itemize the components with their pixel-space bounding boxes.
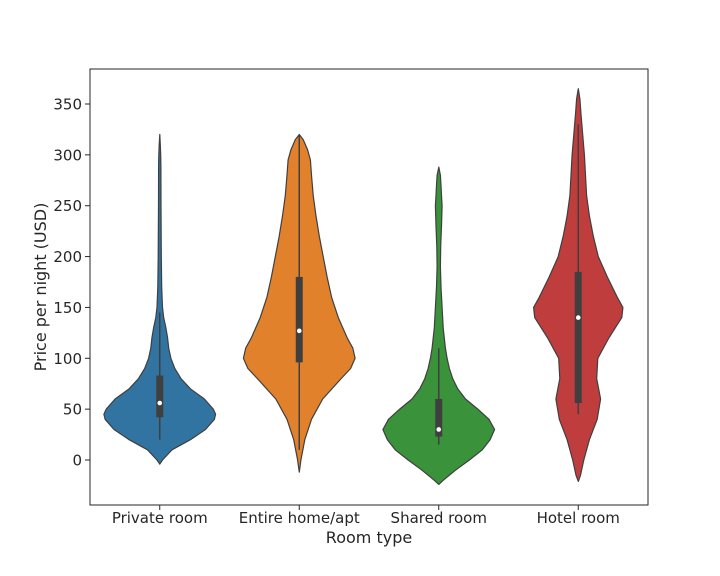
plot-frame <box>89 68 649 506</box>
violin-group <box>382 166 496 485</box>
violin-iqr-box <box>435 398 443 437</box>
x-axis-label: Room type <box>326 528 412 547</box>
y-tick-label: 150 <box>53 299 82 317</box>
violin-median-marker <box>436 427 442 432</box>
y-tick-label: 350 <box>53 96 82 114</box>
violin-group <box>103 133 217 465</box>
violin-iqr-box <box>574 271 582 404</box>
x-tick-label: Shared room <box>391 509 487 527</box>
violin-median-marker <box>157 400 163 406</box>
violin-iqr-box <box>156 375 164 418</box>
violin-body <box>103 133 217 465</box>
y-tick-label: 100 <box>53 350 82 368</box>
y-tick-label: 300 <box>53 146 82 164</box>
y-tick-label: 250 <box>53 197 82 215</box>
y-tick-label: 0 <box>72 452 82 470</box>
y-tick-label: 50 <box>63 401 82 419</box>
y-axis-label: Price per night (USD) <box>31 203 50 372</box>
x-tick-label: Private room <box>112 509 208 527</box>
violin-iqr-box <box>295 276 303 363</box>
y-axis-ticks: 0 50 100 150 200 250 300 350 <box>53 96 90 470</box>
x-tick-label: Entire home/apt <box>239 509 360 527</box>
violin-median-marker <box>296 328 302 334</box>
violins-layer <box>103 88 624 485</box>
violin-group <box>533 88 624 482</box>
violin-median-marker <box>575 315 581 320</box>
violin-body <box>382 166 496 485</box>
x-axis-ticks: Private room Entire home/apt Shared room Ho… <box>112 505 620 527</box>
x-tick-label: Hotel room <box>537 509 620 527</box>
y-tick-label: 200 <box>53 248 82 266</box>
violin-group <box>242 133 356 473</box>
